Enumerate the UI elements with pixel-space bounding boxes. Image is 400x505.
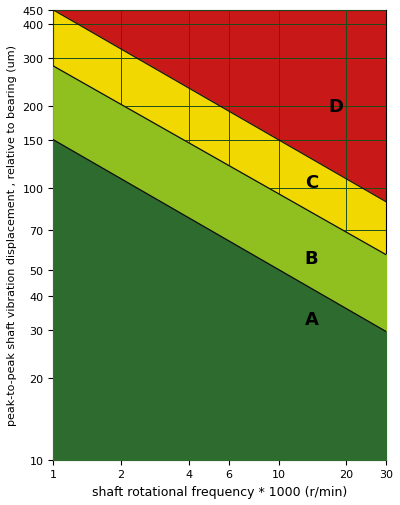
Text: B: B (305, 250, 318, 268)
Y-axis label: peak-to-peak shaft vibration displacement , relative to bearing (um): peak-to-peak shaft vibration displacemen… (7, 45, 17, 426)
Text: A: A (304, 310, 318, 328)
Text: D: D (328, 97, 344, 116)
X-axis label: shaft rotational frequency * 1000 (r/min): shaft rotational frequency * 1000 (r/min… (92, 485, 347, 498)
Text: C: C (305, 174, 318, 191)
